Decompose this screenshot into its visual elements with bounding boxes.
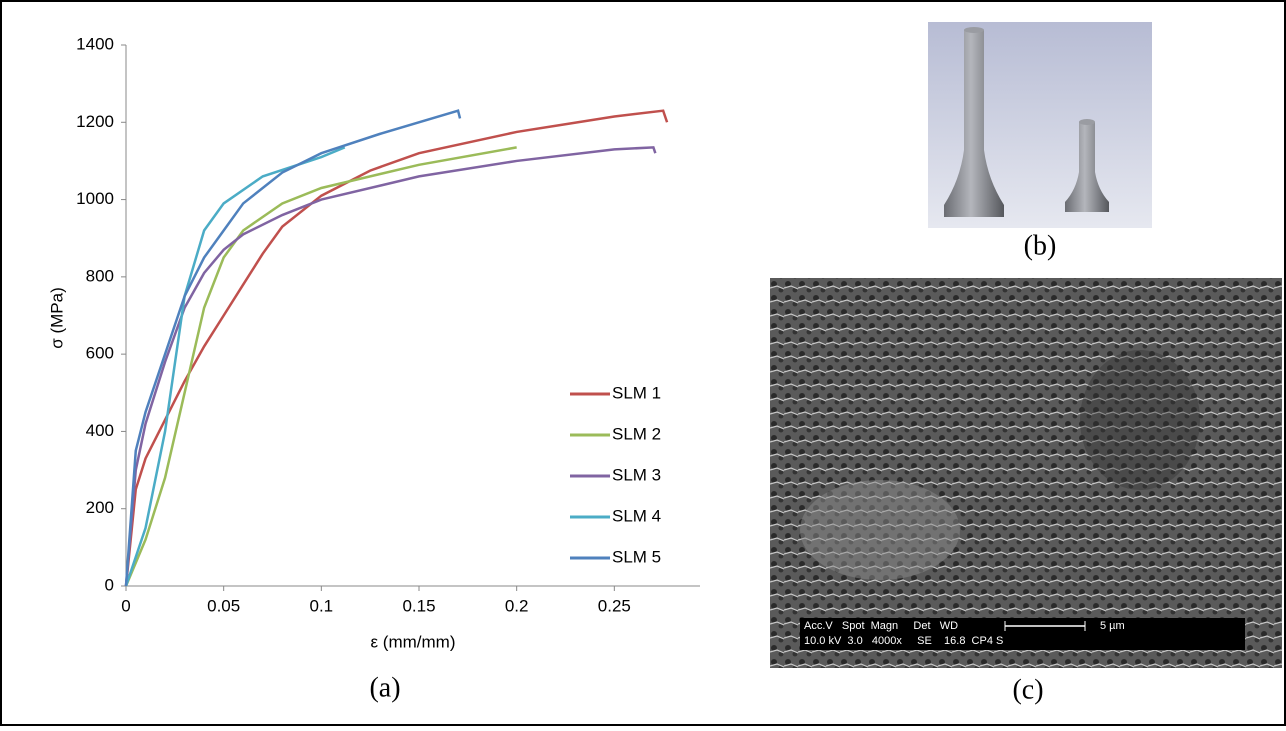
legend-label: SLM 3 bbox=[612, 465, 661, 484]
x-axis-label: ε (mm/mm) bbox=[371, 632, 456, 651]
legend-label: SLM 4 bbox=[612, 506, 661, 525]
y-tick-label: 600 bbox=[86, 344, 114, 363]
y-tick-label: 200 bbox=[86, 498, 114, 517]
photo-sem: Acc.V Spot Magn Det WD 10.0 kV 3.0 4000x… bbox=[770, 278, 1282, 668]
x-tick-label: 0.1 bbox=[310, 596, 334, 615]
x-tick-label: 0.25 bbox=[598, 596, 631, 615]
sem-scale: 5 µm bbox=[1100, 620, 1125, 632]
sem-info: 10.0 kV 3.0 4000x SE 16.8 CP4 S bbox=[804, 635, 1003, 647]
x-tick-label: 0.05 bbox=[207, 596, 240, 615]
y-tick-label: 0 bbox=[105, 575, 114, 594]
photo-specimens bbox=[928, 22, 1152, 228]
panel-label: (a) bbox=[369, 672, 400, 703]
x-tick-label: 0.15 bbox=[402, 596, 435, 615]
panel-label: (b) bbox=[1024, 230, 1057, 261]
legend-label: SLM 2 bbox=[612, 424, 661, 443]
series-line bbox=[124, 146, 657, 587]
series-line bbox=[124, 146, 517, 587]
panel-label: (c) bbox=[1012, 674, 1043, 705]
sem-info: Acc.V Spot Magn Det WD bbox=[804, 620, 958, 632]
series-line bbox=[124, 109, 669, 587]
series-line bbox=[124, 109, 462, 587]
legend-label: SLM 1 bbox=[612, 383, 661, 402]
legend-label: SLM 5 bbox=[612, 547, 661, 566]
chart: 0 200 400 600 800 1000 1200 1400 0 0.05 0.1 0.15 0.2… bbox=[47, 34, 700, 651]
y-axis-label: σ (MPa) bbox=[47, 287, 66, 349]
y-tick-label: 400 bbox=[86, 421, 114, 440]
x-tick-label: 0 bbox=[121, 596, 130, 615]
y-tick-label: 1400 bbox=[76, 34, 114, 53]
y-tick-label: 1000 bbox=[76, 189, 114, 208]
y-tick-label: 800 bbox=[86, 266, 114, 285]
x-tick-label: 0.2 bbox=[505, 596, 529, 615]
y-tick-label: 1200 bbox=[76, 112, 114, 131]
